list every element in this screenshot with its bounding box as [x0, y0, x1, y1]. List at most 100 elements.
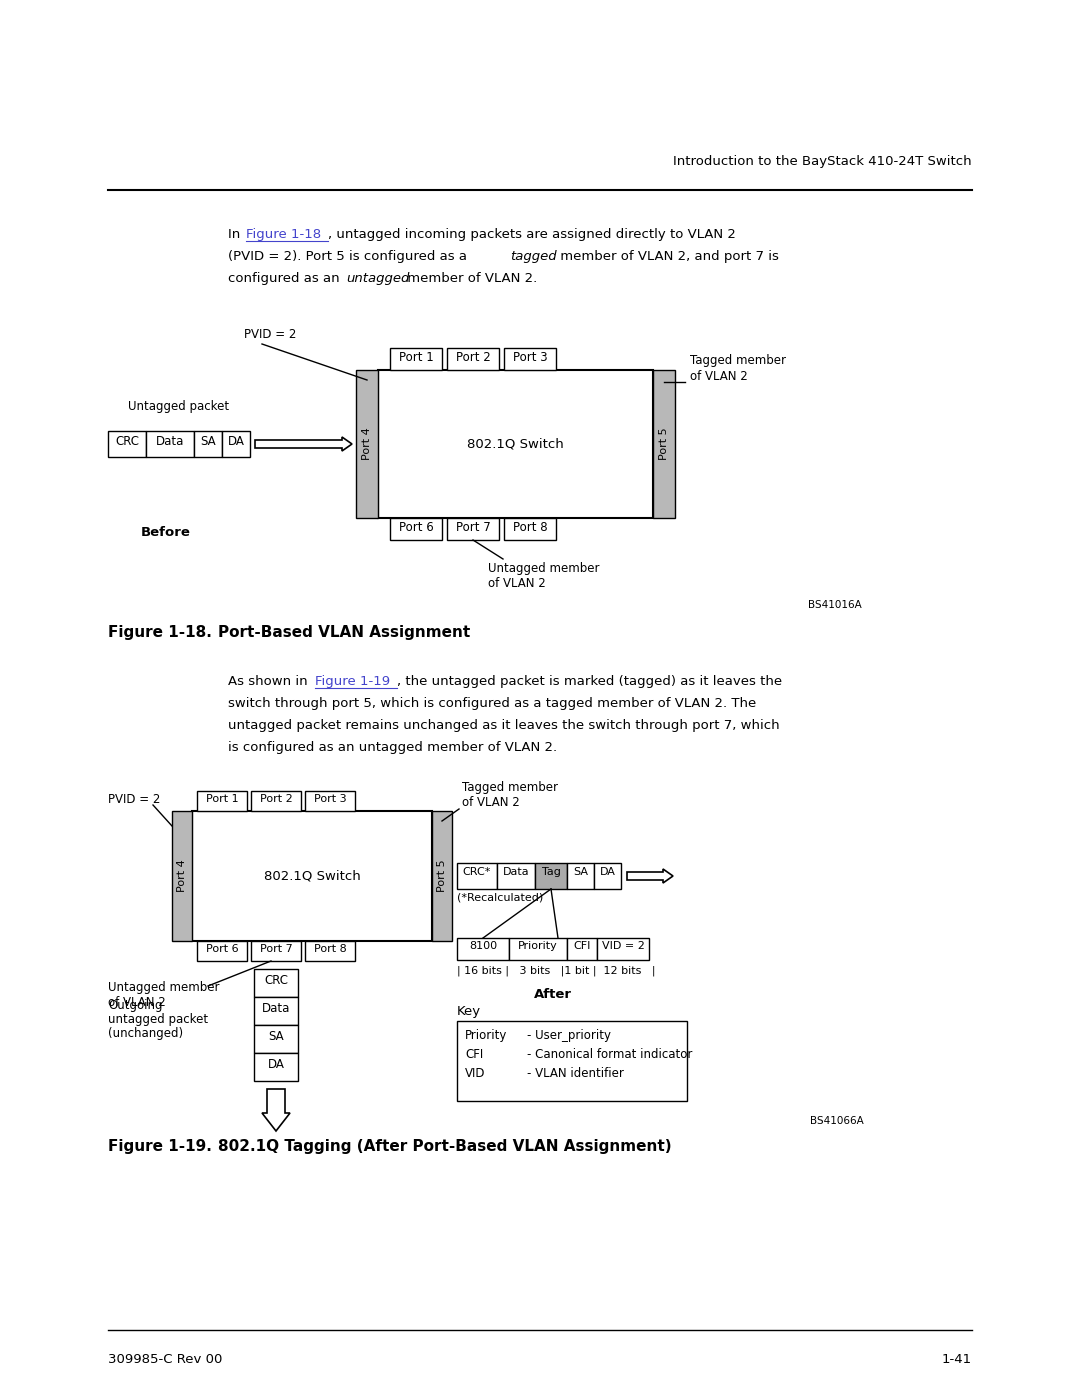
Text: is configured as an untagged member of VLAN 2.: is configured as an untagged member of V… — [228, 740, 557, 754]
Text: Untagged packet: Untagged packet — [129, 400, 230, 414]
Text: , untagged incoming packets are assigned directly to VLAN 2: , untagged incoming packets are assigned… — [328, 228, 735, 242]
Bar — [594, 863, 621, 888]
Text: Untagged member: Untagged member — [488, 562, 599, 576]
Bar — [457, 937, 509, 960]
Text: (PVID = 2). Port 5 is configured as a: (PVID = 2). Port 5 is configured as a — [228, 250, 471, 263]
Text: SA: SA — [268, 1030, 284, 1044]
Text: VID: VID — [465, 1067, 486, 1080]
Text: tagged: tagged — [510, 250, 556, 263]
Text: As shown in: As shown in — [228, 675, 312, 687]
Text: Port 1: Port 1 — [399, 351, 433, 365]
Text: Untagged member: Untagged member — [108, 981, 219, 995]
Text: PVID = 2: PVID = 2 — [244, 328, 296, 341]
Text: - VLAN identifier: - VLAN identifier — [527, 1067, 624, 1080]
Text: Data: Data — [156, 434, 185, 448]
Text: Introduction to the BayStack 410-24T Switch: Introduction to the BayStack 410-24T Swi… — [673, 155, 972, 168]
Text: Tag: Tag — [541, 868, 561, 877]
Text: Port 2: Port 2 — [259, 793, 293, 805]
Bar — [254, 1025, 298, 1053]
Text: configured as an: configured as an — [228, 272, 343, 285]
Text: BS41066A: BS41066A — [810, 1116, 864, 1126]
Bar — [222, 432, 249, 457]
Bar — [597, 937, 649, 960]
Text: CFI: CFI — [465, 1048, 483, 1060]
Text: Port 3: Port 3 — [313, 793, 347, 805]
Bar — [390, 348, 442, 370]
Text: untagged packet: untagged packet — [108, 1013, 208, 1025]
Text: Port 5: Port 5 — [659, 427, 669, 461]
Text: of VLAN 2: of VLAN 2 — [462, 796, 519, 809]
Text: of VLAN 2: of VLAN 2 — [488, 577, 545, 590]
Bar — [457, 863, 497, 888]
Text: 8100: 8100 — [469, 942, 497, 951]
Bar — [567, 863, 594, 888]
Text: Port 7: Port 7 — [456, 521, 490, 534]
Text: CRC: CRC — [114, 434, 139, 448]
Bar — [432, 812, 453, 942]
Bar — [254, 997, 298, 1025]
Text: Figure 1-18: Figure 1-18 — [246, 228, 321, 242]
Text: - Canonical format indicator: - Canonical format indicator — [527, 1048, 692, 1060]
Text: Port-Based VLAN Assignment: Port-Based VLAN Assignment — [218, 624, 470, 640]
Bar — [504, 348, 556, 370]
Text: untagged: untagged — [346, 272, 409, 285]
Bar — [108, 432, 146, 457]
Text: Port 4: Port 4 — [177, 859, 187, 893]
Bar — [509, 937, 567, 960]
Bar — [447, 348, 499, 370]
Text: (unchanged): (unchanged) — [108, 1027, 184, 1039]
Text: Port 2: Port 2 — [456, 351, 490, 365]
Bar — [251, 942, 301, 961]
Text: Port 8: Port 8 — [313, 944, 347, 954]
Bar — [497, 863, 535, 888]
Text: VID = 2: VID = 2 — [602, 942, 645, 951]
Text: Before: Before — [141, 527, 191, 539]
Bar — [172, 812, 192, 942]
Text: Port 3: Port 3 — [513, 351, 548, 365]
Text: Port 6: Port 6 — [399, 521, 433, 534]
Text: of VLAN 2: of VLAN 2 — [108, 996, 165, 1009]
Bar — [194, 432, 222, 457]
Text: CRC*: CRC* — [463, 868, 491, 877]
Text: Tagged member: Tagged member — [462, 781, 558, 793]
Bar — [356, 370, 378, 518]
Bar — [504, 518, 556, 541]
Text: , the untagged packet is marked (tagged) as it leaves the: , the untagged packet is marked (tagged)… — [397, 675, 782, 687]
Bar — [305, 791, 355, 812]
Text: 802.1Q Tagging (After Port-Based VLAN Assignment): 802.1Q Tagging (After Port-Based VLAN As… — [218, 1139, 672, 1154]
Text: member of VLAN 2, and port 7 is: member of VLAN 2, and port 7 is — [556, 250, 779, 263]
Text: 1-41: 1-41 — [942, 1354, 972, 1366]
Bar — [567, 937, 597, 960]
Text: In: In — [228, 228, 244, 242]
Bar — [305, 942, 355, 961]
Text: of VLAN 2: of VLAN 2 — [690, 370, 747, 383]
Bar — [535, 863, 567, 888]
Text: (*Recalculated): (*Recalculated) — [457, 893, 543, 902]
Bar — [254, 970, 298, 997]
Text: After: After — [534, 988, 572, 1002]
Text: Port 4: Port 4 — [362, 427, 372, 461]
Bar — [197, 942, 247, 961]
Text: member of VLAN 2.: member of VLAN 2. — [403, 272, 537, 285]
Bar — [390, 518, 442, 541]
Bar — [192, 812, 432, 942]
Text: Key: Key — [457, 1004, 481, 1018]
Text: Tagged member: Tagged member — [690, 353, 786, 367]
Text: Priority: Priority — [518, 942, 558, 951]
Text: SA: SA — [573, 868, 588, 877]
Text: Outgoing: Outgoing — [108, 999, 162, 1011]
Text: Data: Data — [261, 1002, 291, 1016]
Bar — [197, 791, 247, 812]
Bar — [653, 370, 675, 518]
Polygon shape — [255, 437, 352, 451]
Text: Port 6: Port 6 — [205, 944, 239, 954]
Text: Data: Data — [502, 868, 529, 877]
Bar — [378, 370, 653, 518]
Bar — [254, 1053, 298, 1081]
Text: Port 1: Port 1 — [205, 793, 239, 805]
Text: Port 7: Port 7 — [259, 944, 293, 954]
Text: switch through port 5, which is configured as a tagged member of VLAN 2. The: switch through port 5, which is configur… — [228, 697, 756, 710]
Text: Port 5: Port 5 — [437, 859, 447, 893]
Text: DA: DA — [228, 434, 244, 448]
Text: Priority: Priority — [465, 1030, 508, 1042]
